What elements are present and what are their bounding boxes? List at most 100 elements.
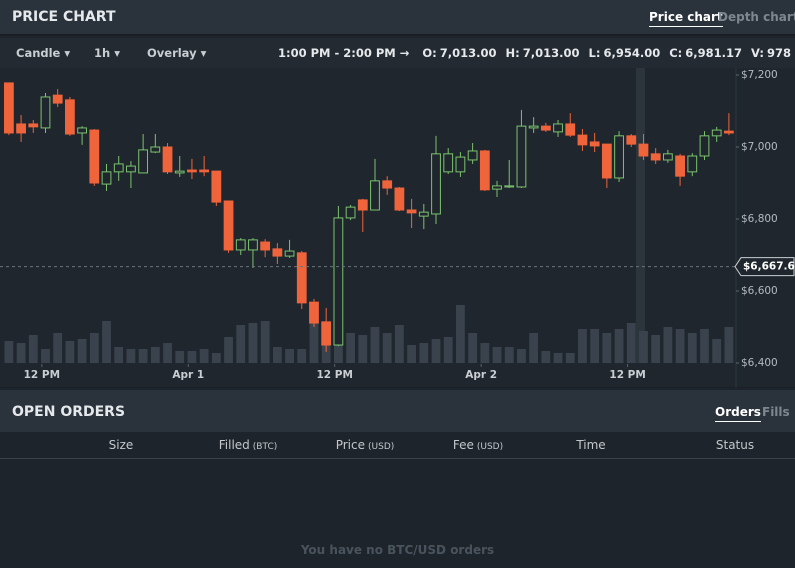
column-name: Fee (452, 438, 474, 452)
candle-body (516, 125, 527, 188)
x-tick-label: 12 PM (24, 369, 60, 381)
volume-bar (297, 349, 307, 363)
tab[interactable]: Price chart (649, 10, 723, 27)
readout-value: 7,013.00 (439, 46, 497, 60)
volume-bar (541, 351, 551, 363)
volume-bar (260, 321, 270, 363)
label: Overlay (147, 46, 197, 60)
volume-bar (639, 331, 648, 363)
chart-type-dropdown[interactable]: Candle ▾ (16, 46, 71, 60)
volume-bar (285, 349, 294, 363)
label: 1h (94, 46, 111, 60)
candle-body (3, 82, 14, 134)
candle-body (699, 135, 710, 157)
candle-body (187, 169, 197, 173)
volume-bar (199, 349, 209, 363)
volume-bar (468, 333, 478, 363)
volume-bar (529, 333, 539, 363)
volume-bar (65, 341, 75, 363)
last-price-label: $6,667.60 (743, 261, 795, 273)
candle-body (626, 135, 637, 145)
volume-bar (565, 353, 575, 363)
candle-body (272, 248, 283, 257)
readout-key: L: (588, 46, 601, 60)
volume-bar (602, 333, 612, 363)
column-header: Time (576, 438, 605, 452)
volume-bar (517, 349, 526, 363)
volume-bar (382, 333, 392, 363)
tab[interactable]: Depth chart (718, 10, 795, 24)
toolbar: Candle ▾ 1h ▾ Overlay ▾ 1:00 PM - 2:00 P… (0, 38, 795, 68)
candle-body (540, 125, 551, 131)
readout-key: O: (422, 46, 437, 60)
candle-body (418, 211, 429, 217)
candle-body (65, 99, 75, 135)
interval-dropdown[interactable]: 1h ▾ (94, 46, 120, 60)
volume-bar (346, 333, 355, 363)
readout-key: V: (751, 46, 764, 60)
column-name: Size (108, 438, 134, 452)
volume-bar (114, 347, 124, 363)
volume-bar (443, 337, 453, 363)
volume-bar (700, 329, 709, 363)
volume-bar (614, 329, 624, 363)
volume-bar (224, 337, 233, 363)
column-header: Fee (USD) (453, 438, 503, 452)
candle-body (431, 153, 441, 215)
volume-bar (492, 347, 502, 363)
ohlcv-readout: 1:00 PM - 2:00 PM → O: 7,013.00 H: 7,013.00… (278, 46, 791, 60)
candle-body (601, 143, 612, 179)
volume-bar (28, 335, 38, 363)
candle-body (394, 187, 405, 211)
volume-bar (163, 343, 172, 363)
candle-body (296, 252, 307, 304)
volume-bar (102, 321, 111, 363)
overlay-dropdown[interactable]: Overlay ▾ (147, 46, 207, 60)
volume-bar (431, 339, 441, 363)
candle-body (687, 155, 698, 173)
volume-bar (675, 329, 685, 363)
candle-body (553, 123, 563, 133)
volume-bar (138, 349, 148, 363)
candle-body (150, 146, 161, 153)
column-name: Filled (218, 438, 250, 452)
candle-body (443, 153, 454, 173)
candle-body (711, 129, 722, 137)
orders-columns: Size Filled (BTC) Price (USD) Fee (USD) Time Sta… (0, 433, 795, 459)
candle-body (248, 239, 258, 251)
column-unit: (USD) (368, 442, 395, 452)
candle-body (174, 170, 185, 174)
candle-body (28, 123, 39, 128)
candle-body (284, 250, 295, 257)
column-name: Time (576, 438, 606, 452)
tab[interactable]: Orders (715, 405, 761, 422)
ohlcv-values: O: 7,013.00 H: 7,013.00 L: 6,954.00 C: 6,981.17… (413, 46, 791, 60)
y-tick-label: $6,400 (741, 357, 778, 369)
candle-body (382, 180, 393, 189)
y-tick-label: $6,600 (741, 285, 778, 297)
y-tick-label: $7,200 (741, 69, 778, 81)
empty-message: You have no BTC/USD orders (300, 543, 495, 557)
panel-title: OPEN ORDERS (12, 404, 126, 420)
volume-bar (4, 341, 14, 363)
volume-bar (41, 349, 50, 363)
volume-bar (724, 327, 734, 363)
candle-body (113, 163, 124, 173)
column-header: Price (USD) (336, 438, 395, 452)
column-header: Size (109, 438, 134, 452)
volume-bar (187, 351, 197, 363)
candle-body (235, 239, 246, 251)
volume-bar (309, 317, 319, 363)
last-price-tag (734, 257, 795, 277)
volume-bar (16, 343, 26, 363)
candle-body (101, 171, 112, 185)
column-header: Status (716, 438, 754, 452)
panel-title: PRICE CHART (12, 9, 116, 25)
hover-column (636, 68, 645, 363)
orders-header: OPEN ORDERS Orders Fills (0, 390, 795, 432)
volume-bar (89, 333, 99, 363)
volume-bar (419, 343, 429, 363)
candle-body (638, 143, 649, 157)
volume-bar (272, 347, 282, 363)
tab[interactable]: Fills (762, 405, 790, 419)
